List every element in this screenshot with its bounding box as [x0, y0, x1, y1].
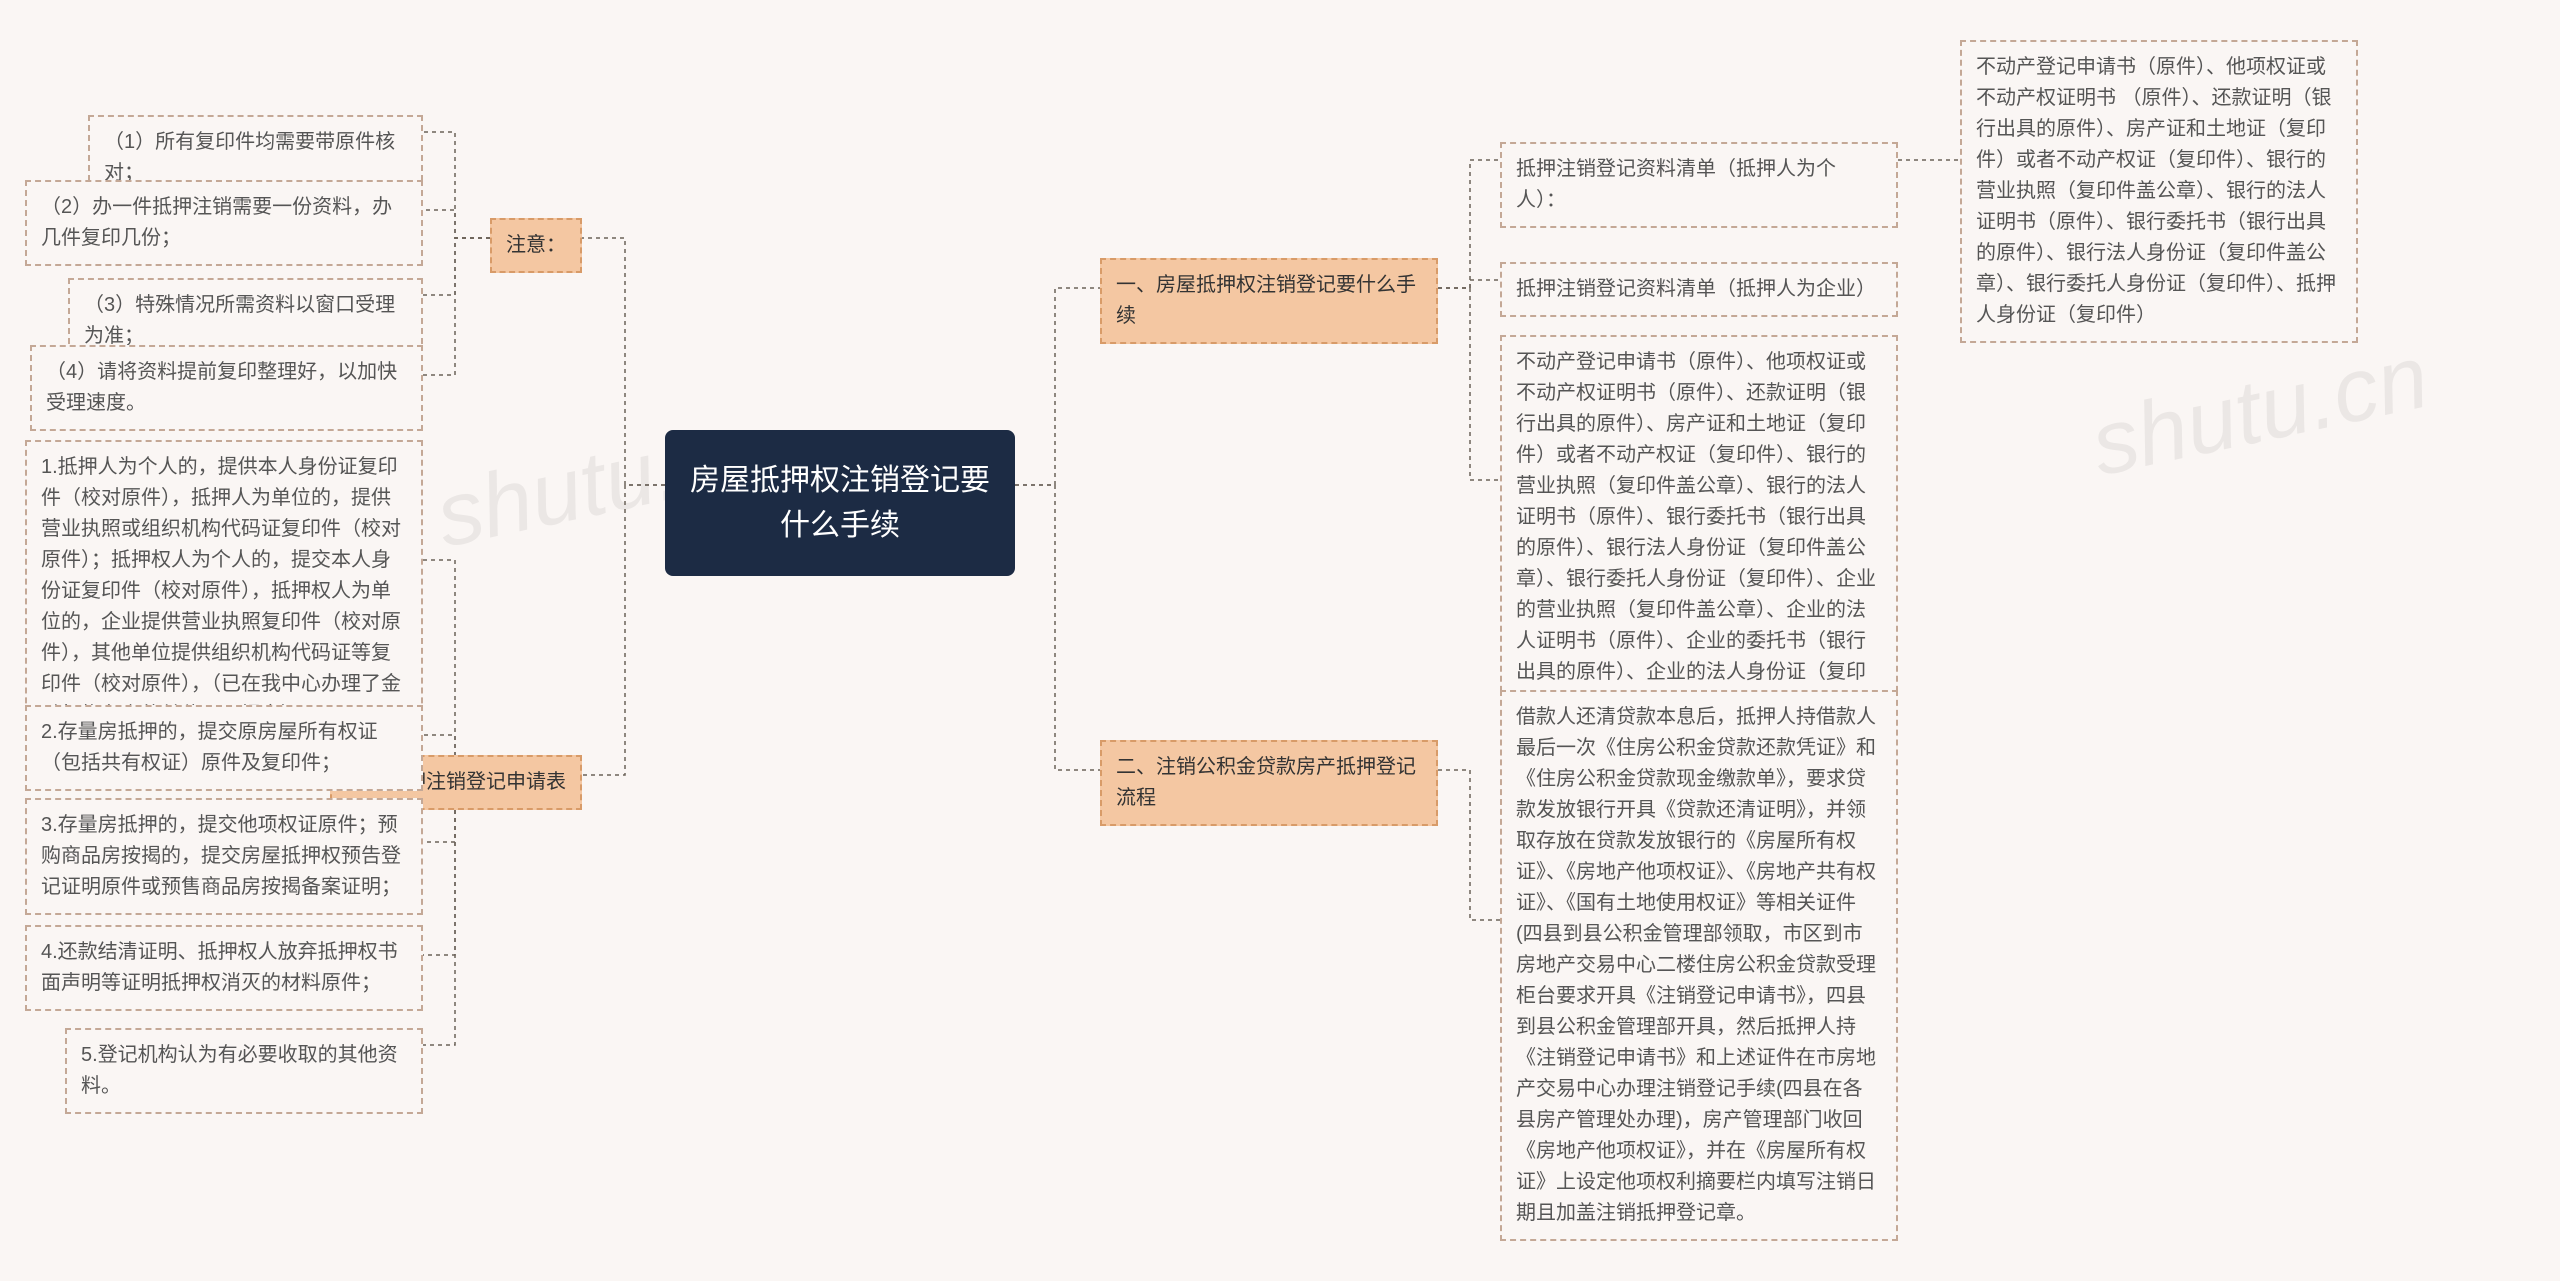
center-node: 房屋抵押权注销登记要什么手续 — [665, 430, 1015, 576]
leaf-n4: （4）请将资料提前复印整理好，以加快受理速度。 — [30, 345, 423, 431]
branch-part2-label: 二、注销公积金贷款房产抵押登记流程 — [1116, 756, 1416, 809]
leaf-p1-1-detail: 不动产登记申请书（原件）、他项权证或不动产权证明书 （原件）、还款证明（银行出具… — [1960, 40, 2358, 343]
branch-part2: 二、注销公积金贷款房产抵押登记流程 — [1100, 740, 1438, 826]
leaf-p2-1: 借款人还清贷款本息后，抵押人持借款人最后一次《住房公积金贷款还款凭证》和《住房公… — [1500, 690, 1898, 1241]
leaf-p3-5: 5.登记机构认为有必要收取的其他资料。 — [65, 1028, 423, 1114]
leaf-p3-1: 1.抵押人为个人的，提供本人身份证复印件（校对原件），抵押人为单位的，提供营业执… — [25, 440, 423, 743]
branch-notice: 注意： — [490, 218, 582, 273]
leaf-n2: （2）办一件抵押注销需要一份资料，办几件复印几份； — [25, 180, 423, 266]
leaf-p3-2: 2.存量房抵押的，提交原房屋所有权证（包括共有权证）原件及复印件； — [25, 705, 423, 791]
leaf-p1-2: 抵押注销登记资料清单（抵押人为企业） — [1500, 262, 1898, 317]
branch-notice-label: 注意： — [506, 234, 566, 256]
leaf-p3-4: 4.还款结清证明、抵押权人放弃抵押权书面声明等证明抵押权消灭的材料原件； — [25, 925, 423, 1011]
leaf-p3-3: 3.存量房抵押的，提交他项权证原件；预购商品房按揭的，提交房屋抵押权预告登记证明… — [25, 798, 423, 915]
branch-part1: 一、房屋抵押权注销登记要什么手续 — [1100, 258, 1438, 344]
watermark-right: shutu.cn — [2083, 326, 2437, 497]
leaf-p1-1-label: 抵押注销登记资料清单（抵押人为个人）： — [1500, 142, 1898, 228]
branch-part1-label: 一、房屋抵押权注销登记要什么手续 — [1116, 274, 1416, 327]
center-text: 房屋抵押权注销登记要什么手续 — [690, 464, 990, 542]
